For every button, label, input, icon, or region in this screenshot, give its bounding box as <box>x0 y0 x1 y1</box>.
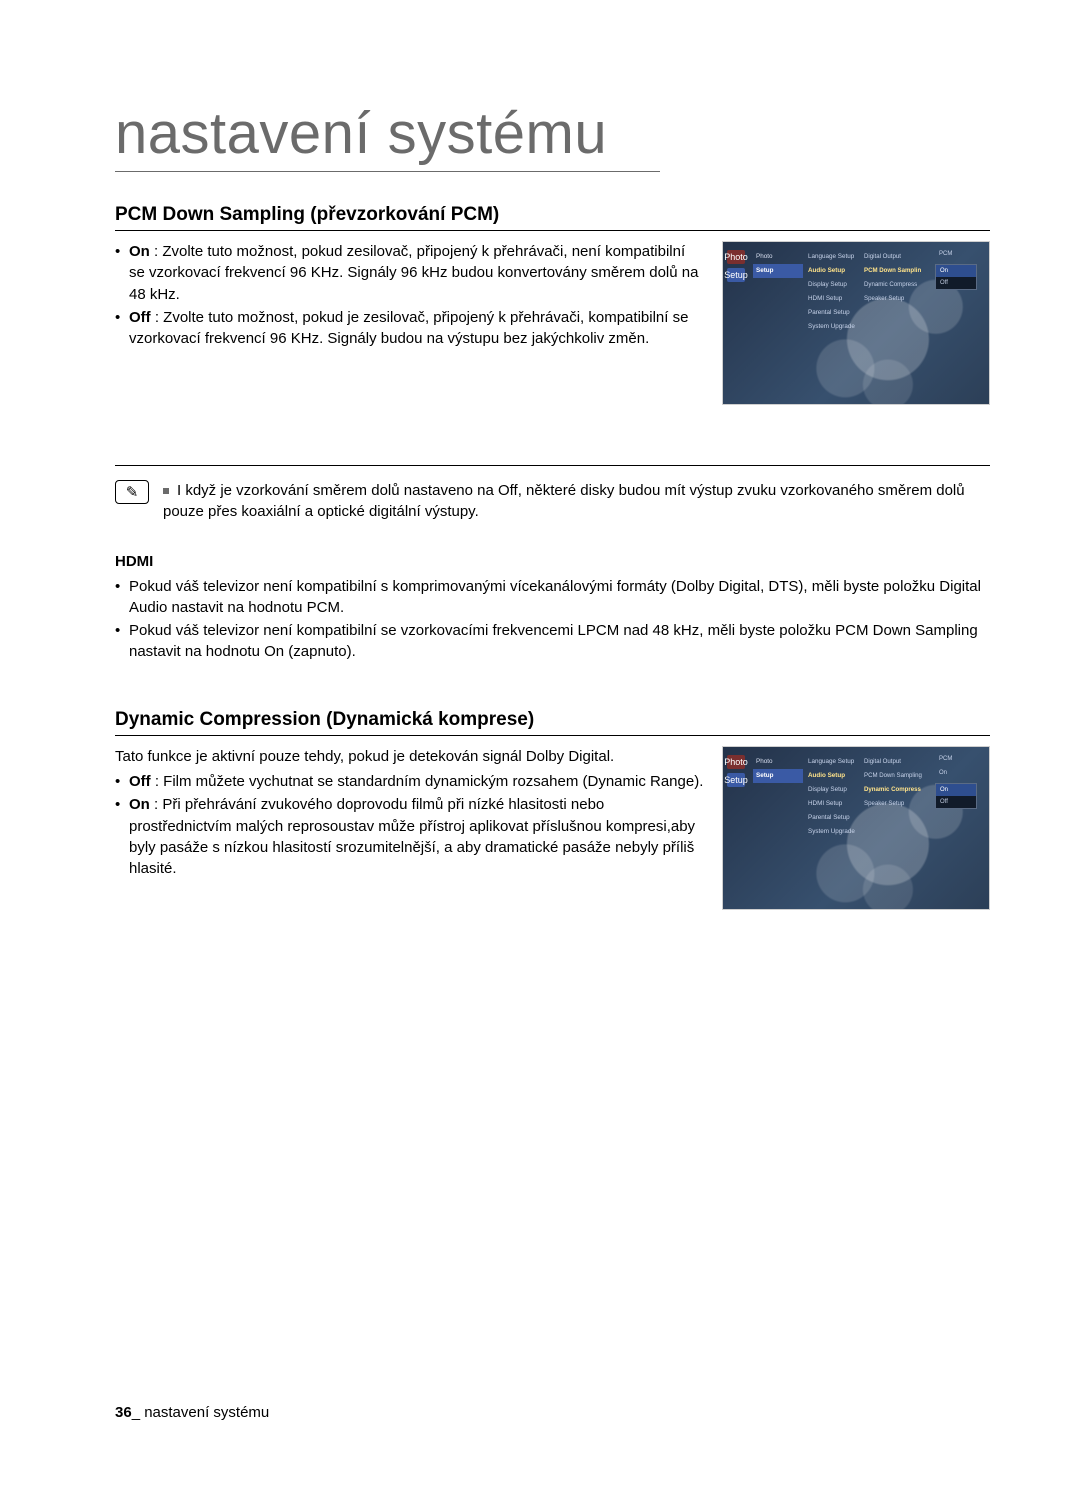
tv-val-pds: On <box>939 770 947 776</box>
tv-val-digital: PCM <box>939 251 952 257</box>
footer-pageno: 36 <box>115 1404 132 1421</box>
pcm-on-label: On <box>129 243 150 260</box>
footer-sep: _ <box>132 1404 140 1421</box>
tv-dropdown-drc: On Off <box>935 783 977 809</box>
tv-screenshot-pcm: Photo Setup Photo Setup Language Setup A… <box>722 241 990 405</box>
note-block: ✎ I když je vzorkování směrem dolů nasta… <box>115 465 990 523</box>
tv-icon-photo-2: Photo <box>727 755 745 769</box>
section-drc: Dynamic Compression (Dynamická komprese)… <box>115 709 990 910</box>
tv-cat-photo: Photo <box>753 250 803 264</box>
tv-icon-setup-2: Setup <box>727 773 745 787</box>
pcm-on-bullet: On : Zvolte tuto možnost, pokud zesilova… <box>115 241 704 305</box>
hdmi-b1: Pokud váš televizor není kompatibilní s … <box>115 576 990 619</box>
pcm-off-bullet: Off : Zvolte tuto možnost, pokud je zesi… <box>115 307 704 350</box>
page-footer: 36_ nastavení systému <box>115 1404 269 1421</box>
tv-sub-list-2: Digital Output PCM Down Sampling Dynamic… <box>861 755 935 811</box>
note-icon: ✎ <box>115 480 149 504</box>
tv-screenshot-drc: Photo Setup Photo Setup Language Setup A… <box>722 746 990 910</box>
section-pcm: PCM Down Sampling (převzorkování PCM) On… <box>115 204 990 663</box>
drc-off-bullet: Off : Film můžete vychutnat se standardn… <box>115 771 704 792</box>
drc-on-text: : Při přehrávání zvukového doprovodu fil… <box>129 796 695 877</box>
drc-off-label: Off <box>129 773 151 790</box>
tv-menu-list-1: Language Setup Audio Setup Display Setup… <box>805 250 855 334</box>
heading-pcm: PCM Down Sampling (převzorkování PCM) <box>115 204 990 231</box>
tv-cat-photo-2: Photo <box>753 755 803 769</box>
tv-dropdown-pcm: On Off <box>935 264 977 290</box>
tv-menu-list-2: Language Setup Audio Setup Display Setup… <box>805 755 855 839</box>
pcm-off-text: : Zvolte tuto možnost, pokud je zesilova… <box>129 309 688 347</box>
drc-body: Tato funkce je aktivní pouze tehdy, poku… <box>115 746 704 910</box>
hdmi-list: Pokud váš televizor není kompatibilní s … <box>115 576 990 663</box>
tv-cat-setup: Setup <box>753 264 803 278</box>
hdmi-b2: Pokud váš televizor není kompatibilní se… <box>115 620 990 663</box>
tv-icon-setup: Setup <box>727 268 745 282</box>
pcm-on-text: : Zvolte tuto možnost, pokud zesilovač, … <box>129 243 698 303</box>
drc-off-text: : Film můžete vychutnat se standardním d… <box>151 773 704 790</box>
hdmi-heading: HDMI <box>115 553 990 570</box>
drc-on-label: On <box>129 796 150 813</box>
tv-val-digital-2: PCM <box>939 756 952 762</box>
note-bullet-icon <box>163 488 169 494</box>
heading-drc: Dynamic Compression (Dynamická komprese) <box>115 709 990 736</box>
page-title: nastavení systému <box>115 100 660 172</box>
footer-text: nastavení systému <box>144 1404 269 1421</box>
tv-cat-setup-2: Setup <box>753 769 803 783</box>
pcm-off-label: Off <box>129 309 151 326</box>
tv-icon-photo: Photo <box>727 250 745 264</box>
note-text: I když je vzorkování směrem dolů nastave… <box>163 480 990 523</box>
drc-on-bullet: On : Při přehrávání zvukového doprovodu … <box>115 794 704 879</box>
drc-intro: Tato funkce je aktivní pouze tehdy, poku… <box>115 746 704 767</box>
pcm-body: On : Zvolte tuto možnost, pokud zesilova… <box>115 241 704 405</box>
tv-sub-list-1: Digital Output PCM Down Samplin Dynamic … <box>861 250 935 306</box>
